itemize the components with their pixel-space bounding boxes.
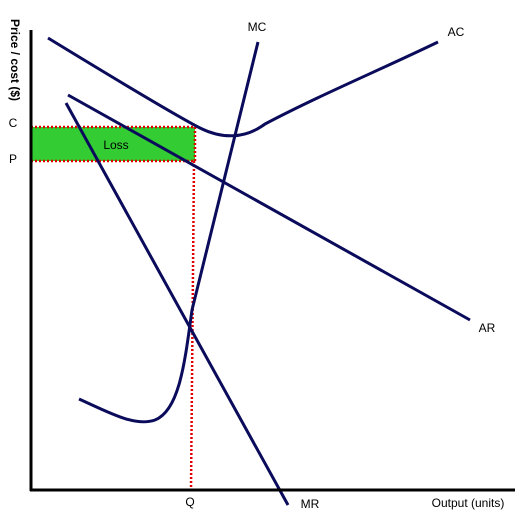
y-axis-label: Price / cost ($) xyxy=(8,19,22,101)
mr-curve xyxy=(64,102,290,506)
ar-curve xyxy=(67,93,471,322)
loss-area xyxy=(31,127,195,161)
ar-label: AR xyxy=(479,321,496,335)
mr-label: MR xyxy=(301,497,320,511)
x-axis-label: Output (units) xyxy=(432,496,505,510)
mc-label: MC xyxy=(248,20,267,34)
p-label: P xyxy=(9,152,17,166)
loss-border xyxy=(29,125,197,163)
ac-curve xyxy=(47,36,439,138)
ac-label: AC xyxy=(448,25,465,39)
c-label: C xyxy=(9,116,18,130)
q-label: Q xyxy=(185,495,194,509)
mc-curve xyxy=(78,41,260,424)
q-guide xyxy=(189,160,196,491)
loss-label: Loss xyxy=(103,138,128,152)
